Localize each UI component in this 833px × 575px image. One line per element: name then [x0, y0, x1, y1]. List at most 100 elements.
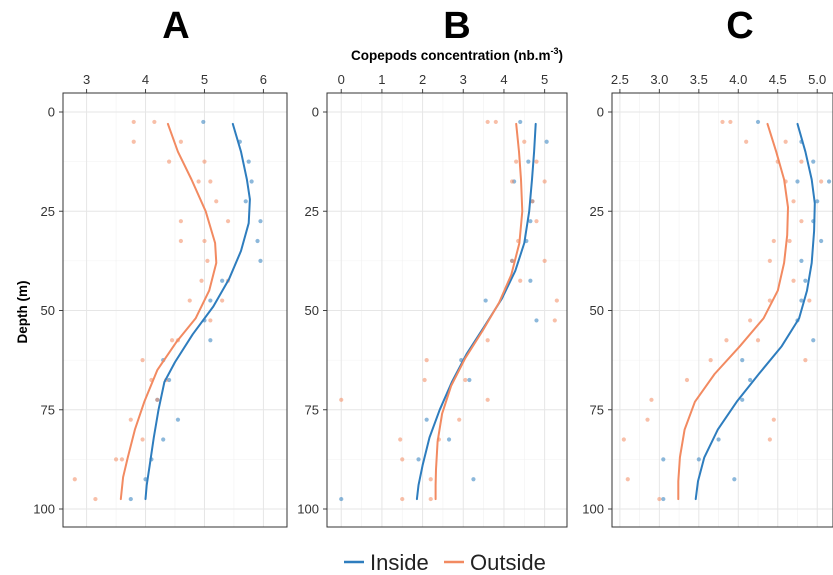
data-point-outside: [424, 358, 429, 363]
data-point-outside: [645, 417, 650, 422]
data-point-outside: [119, 457, 125, 462]
data-point-outside: [208, 179, 213, 184]
y-tick-label: 25: [41, 204, 55, 219]
data-point-outside: [400, 496, 405, 502]
x-tick-label: 5: [201, 72, 208, 87]
data-point-inside: [201, 119, 206, 125]
x-tick-label: 0: [338, 72, 345, 87]
data-point-outside: [131, 139, 136, 144]
data-point-outside: [187, 298, 192, 303]
data-point-outside: [625, 477, 630, 482]
data-point-inside: [740, 397, 745, 402]
data-point-outside: [128, 417, 133, 422]
data-point-outside: [787, 238, 792, 244]
data-point-inside: [534, 318, 539, 323]
y-tick-label: 0: [48, 105, 55, 120]
data-point-inside: [528, 219, 533, 224]
data-point-outside: [169, 338, 175, 343]
data-point-inside: [175, 417, 181, 422]
y-tick-label: 100: [33, 502, 55, 517]
data-point-outside: [522, 139, 527, 144]
data-point-outside: [552, 318, 557, 323]
data-point-inside: [446, 437, 452, 442]
x-tick-label: 4: [142, 72, 149, 87]
y-tick-label: 100: [582, 502, 604, 517]
smooth-line-inside: [694, 122, 816, 501]
legend-inside-label: Inside: [370, 550, 429, 575]
panel-title-a: A: [162, 5, 189, 47]
x-tick-label: 3: [460, 72, 467, 87]
data-point-outside: [140, 437, 145, 442]
data-point-inside: [544, 139, 549, 144]
data-point-inside: [208, 338, 213, 343]
data-point-outside: [771, 417, 776, 422]
data-point-outside: [755, 338, 761, 343]
data-point-inside: [483, 298, 488, 303]
panel-c-border: [611, 92, 833, 528]
data-point-inside: [716, 437, 721, 442]
data-point-outside: [202, 238, 207, 244]
data-point-outside: [791, 278, 796, 283]
y-tick-label: 0: [312, 105, 319, 120]
y-tick-label: 100: [297, 502, 319, 517]
data-point-outside: [220, 298, 225, 303]
data-point-outside: [93, 496, 98, 502]
x-tick-label: 5.0: [808, 72, 826, 87]
data-point-inside: [526, 159, 531, 164]
data-point-outside: [819, 179, 824, 184]
data-point-outside: [428, 477, 433, 482]
smooth-line-inside: [144, 122, 251, 501]
y-axis-title: Depth (m): [15, 281, 30, 344]
data-point-inside: [815, 199, 820, 204]
data-point-outside: [728, 119, 733, 125]
data-point-inside: [732, 477, 737, 482]
data-point-inside: [803, 278, 808, 283]
panel-a-data: [72, 119, 263, 502]
x-axis-title-main: Copepods concentration (nb.m: [351, 48, 551, 63]
data-point-inside: [255, 238, 260, 244]
data-point-inside: [161, 437, 166, 442]
data-point-inside: [243, 199, 248, 204]
panel-title-b: B: [443, 5, 470, 47]
data-point-outside: [708, 358, 713, 363]
x-axis-title-end: ): [559, 48, 564, 63]
data-point-outside: [684, 377, 690, 383]
y-tick-label: 25: [590, 204, 604, 219]
data-point-inside: [471, 477, 476, 482]
data-point-outside: [791, 199, 796, 204]
data-point-outside: [225, 219, 231, 224]
y-tick-label: 0: [597, 105, 604, 120]
data-point-inside: [246, 159, 251, 164]
x-tick-label: 4.5: [769, 72, 787, 87]
panel-c: 2.5 3.0 3.5 4.0 4.5 5.0 0 25 50 75 100: [582, 72, 833, 528]
data-point-outside: [167, 159, 172, 164]
data-point-outside: [178, 238, 183, 244]
data-point-outside: [152, 119, 157, 125]
data-point-outside: [657, 496, 662, 502]
x-tick-label: 2.5: [611, 72, 629, 87]
data-point-inside: [696, 457, 701, 462]
data-point-outside: [767, 437, 772, 442]
data-point-inside: [416, 457, 421, 462]
data-point-outside: [214, 199, 219, 204]
panel-a: 3 4 5 6 0 25 50 75 100: [33, 72, 288, 528]
data-point-outside: [196, 179, 201, 184]
data-point-outside: [140, 358, 145, 363]
data-point-inside: [339, 496, 344, 502]
data-point-inside: [811, 338, 816, 343]
smooth-line-outside: [119, 122, 218, 501]
data-point-inside: [819, 238, 824, 244]
data-point-outside: [400, 457, 405, 462]
data-point-outside: [554, 298, 559, 303]
x-tick-label: 3.0: [650, 72, 668, 87]
data-point-inside: [799, 258, 804, 263]
x-axis-title-superscript: -3: [551, 46, 559, 56]
data-point-outside: [799, 219, 804, 224]
data-point-outside: [542, 179, 547, 184]
data-point-outside: [803, 358, 808, 363]
data-point-outside: [767, 258, 772, 263]
data-point-outside: [621, 437, 626, 442]
data-point-inside: [258, 219, 263, 224]
data-point-inside: [467, 377, 472, 383]
